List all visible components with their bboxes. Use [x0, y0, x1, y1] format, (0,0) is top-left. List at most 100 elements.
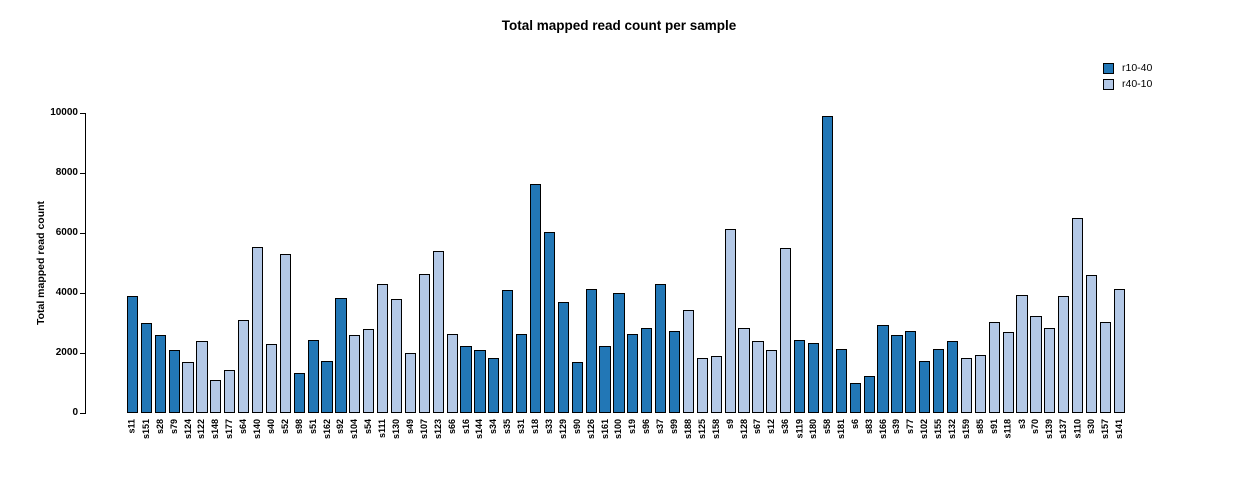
x-tick-label: s148 — [210, 419, 221, 440]
bar — [682, 309, 695, 413]
bar — [210, 380, 222, 413]
x-tick-label: s166 — [877, 419, 888, 440]
x-tick-label: s125 — [696, 419, 707, 440]
bar — [807, 342, 820, 413]
bar — [1016, 294, 1028, 413]
x-tick-label: s161 — [599, 419, 610, 440]
bar — [655, 284, 667, 413]
bar — [835, 348, 847, 413]
x-tick-label: s128 — [738, 419, 749, 440]
bar — [140, 323, 152, 413]
x-tick-label: s33 — [543, 419, 554, 435]
x-tick-label: s98 — [293, 419, 304, 435]
x-tick-label: s177 — [224, 419, 235, 440]
bar — [599, 345, 611, 413]
bar — [613, 293, 625, 413]
bar — [460, 345, 472, 413]
bar — [738, 327, 750, 413]
bar — [377, 284, 389, 413]
chart-title: Total mapped read count per sample — [501, 18, 737, 33]
x-tick-label: s52 — [279, 419, 290, 435]
legend-swatch-r10-40 — [1103, 62, 1114, 74]
x-tick-label: s54 — [363, 419, 374, 435]
x-tick-label: s92 — [335, 419, 346, 435]
bar — [238, 320, 250, 413]
bar — [529, 183, 542, 413]
bar — [1044, 327, 1056, 413]
x-tick-label: s180 — [808, 419, 819, 440]
x-tick-label: s12 — [766, 419, 777, 435]
y-tick-mark — [80, 112, 85, 114]
bar — [168, 350, 180, 413]
x-tick-label: s6 — [849, 419, 860, 430]
bar — [974, 354, 986, 413]
legend-label: r40-10 — [1122, 78, 1153, 90]
x-tick-label: s19 — [627, 419, 638, 435]
x-tick-label: s124 — [182, 419, 193, 440]
x-tick-label: s102 — [919, 419, 930, 440]
x-tick-label: s39 — [891, 419, 902, 435]
y-axis-line — [85, 113, 86, 414]
legend-item: r40-10 — [1103, 78, 1152, 90]
x-tick-label: s130 — [391, 419, 402, 440]
x-tick-label: s137 — [1058, 419, 1069, 440]
x-tick-label: s188 — [682, 419, 693, 440]
bar — [293, 372, 305, 413]
y-tick-mark — [80, 412, 85, 414]
bar — [126, 296, 139, 413]
x-tick-label: s126 — [585, 419, 596, 440]
x-tick-label: s31 — [516, 419, 527, 435]
bar — [794, 339, 806, 413]
x-tick-label: s18 — [530, 419, 541, 435]
x-tick-label: s49 — [404, 419, 415, 435]
bar — [418, 273, 430, 413]
x-tick-label: s122 — [196, 419, 207, 440]
bar — [543, 231, 556, 413]
x-tick-label: s140 — [252, 419, 263, 440]
bar — [877, 324, 889, 413]
x-tick-label: s83 — [863, 419, 874, 435]
x-tick-label: s151 — [140, 419, 151, 440]
x-tick-label: s35 — [502, 419, 513, 435]
x-tick-label: s11 — [126, 419, 137, 434]
x-tick-label: s58 — [821, 419, 832, 435]
y-tick-label: 0 — [72, 407, 78, 418]
x-tick-label: s67 — [752, 419, 763, 435]
bar — [474, 350, 486, 413]
bar — [1099, 321, 1112, 413]
bar — [933, 348, 945, 413]
x-tick-label: s28 — [154, 419, 165, 435]
x-tick-label: s79 — [168, 419, 179, 435]
bar — [154, 335, 166, 413]
bar — [1030, 315, 1042, 413]
bar — [265, 344, 278, 413]
bar — [1113, 288, 1125, 413]
bar — [557, 302, 569, 413]
x-tick-label: s104 — [349, 419, 360, 440]
x-tick-label: s132 — [947, 419, 958, 440]
y-axis-label: Total mapped read count — [35, 200, 47, 326]
bar — [363, 329, 375, 413]
legend: r10-40 r40-10 — [1103, 62, 1152, 94]
bar — [516, 333, 528, 413]
bar — [710, 356, 722, 413]
x-tick-label: s155 — [933, 419, 944, 440]
bar — [780, 248, 792, 413]
bar — [196, 341, 208, 413]
bar — [585, 288, 597, 413]
x-tick-label: s40 — [265, 419, 276, 435]
bar — [307, 339, 319, 413]
y-tick-mark — [80, 292, 85, 294]
x-tick-label: s85 — [974, 419, 985, 435]
bar — [251, 246, 264, 413]
x-tick-label: s34 — [488, 419, 499, 435]
bar — [432, 251, 444, 413]
x-tick-label: s66 — [446, 419, 457, 435]
x-tick-label: s64 — [238, 419, 249, 435]
x-tick-label: s96 — [641, 419, 652, 435]
bar — [919, 360, 931, 413]
x-tick-label: s118 — [1002, 419, 1013, 439]
x-tick-label: s123 — [432, 419, 443, 440]
x-tick-label: s110 — [1072, 419, 1083, 439]
bar — [1072, 218, 1084, 413]
